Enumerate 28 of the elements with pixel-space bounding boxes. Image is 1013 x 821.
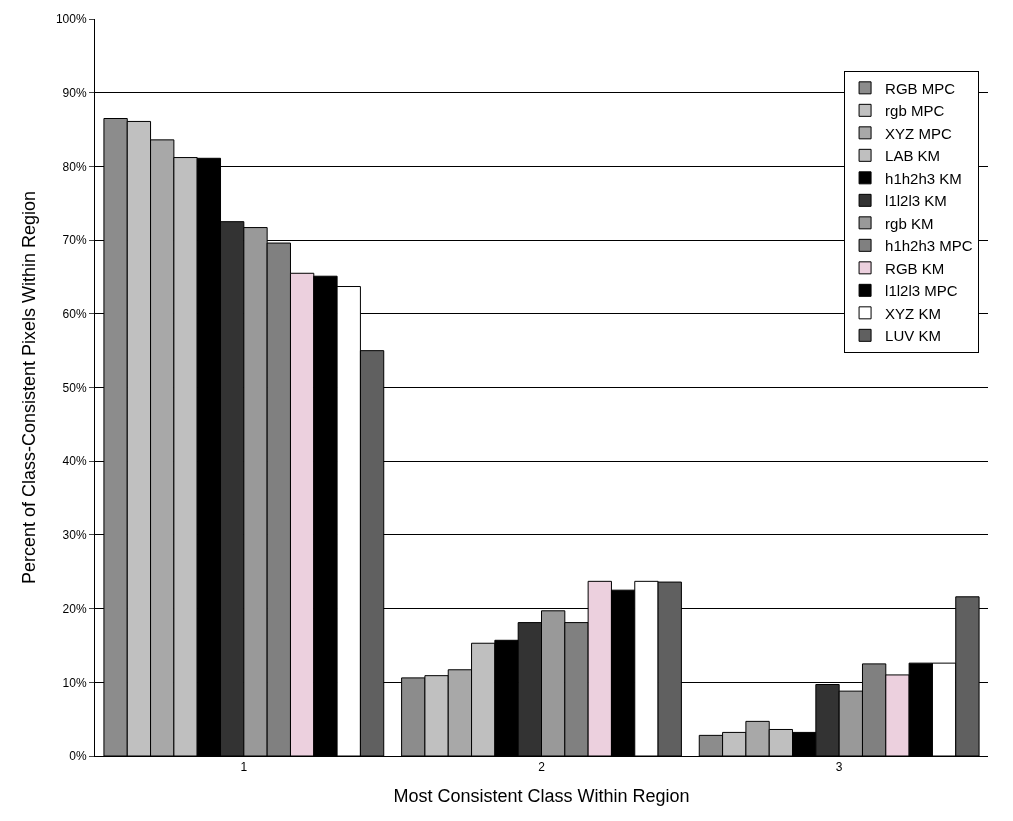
legend-label: l1l2l3 MPC xyxy=(885,282,958,300)
x-tick-label: 3 xyxy=(835,760,843,775)
legend-label: h1h2h3 MPC xyxy=(885,237,973,255)
y-tick-label: 80% xyxy=(62,159,87,174)
legend-label: rgb KM xyxy=(885,214,934,232)
y-tick-label: 60% xyxy=(62,307,87,321)
y-tick-label: 40% xyxy=(62,454,87,469)
y-tick-label: 50% xyxy=(62,380,87,395)
x-axis-title: Most Consistent Class Within Region xyxy=(393,785,690,806)
y-tick-label: 0% xyxy=(69,749,87,764)
y-axis-title: Percent of Class-Consistent Pixels Within Region xyxy=(19,190,40,585)
x-tick-label: 1 xyxy=(240,760,248,775)
legend-label: RGB MPC xyxy=(885,79,956,97)
y-tick-label: 20% xyxy=(62,601,87,616)
legend-label: h1h2h3 KM xyxy=(885,169,962,187)
legend-label: l1l2l3 KM xyxy=(885,192,947,210)
legend-label: LAB KM xyxy=(885,147,941,165)
x-tick-label: 2 xyxy=(538,760,546,775)
y-tick-label: 30% xyxy=(62,528,87,543)
y-tick-label: 70% xyxy=(62,233,87,248)
legend-label: rgb MPC xyxy=(885,102,945,120)
legend-label: RGB KM xyxy=(885,259,945,277)
y-tick-label: 100% xyxy=(55,12,87,27)
y-tick-label: 10% xyxy=(62,675,87,690)
legend-label: XYZ MPC xyxy=(885,124,952,142)
y-tick-label: 90% xyxy=(62,85,87,100)
legend-label: XYZ KM xyxy=(885,304,941,322)
legend-label: LUV KM xyxy=(885,327,941,345)
